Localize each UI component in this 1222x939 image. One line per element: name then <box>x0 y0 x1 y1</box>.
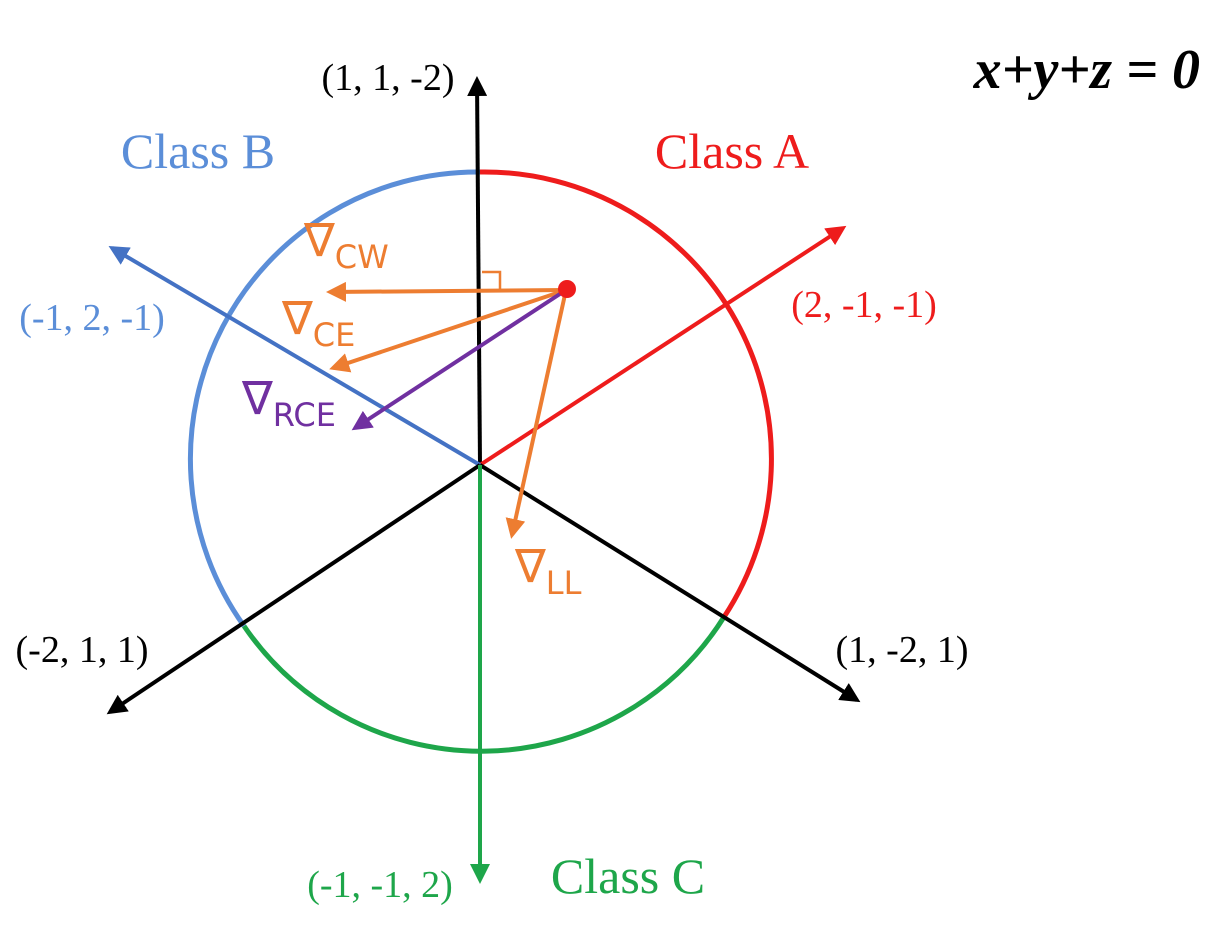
gradient-ce-subscript: CE <box>313 316 356 354</box>
gradient-ll-label: ∇LL <box>514 539 582 602</box>
axis-lower-right <box>478 463 861 703</box>
gradient-rce-label: ∇RCE <box>241 371 336 434</box>
class-a-label: Class A <box>655 123 809 179</box>
plane-equation: x+y+z = 0 <box>973 39 1200 101</box>
axis-upper-left <box>108 245 482 467</box>
class-b-label: Class B <box>121 123 275 179</box>
nabla-ce-symbol: ∇ <box>281 291 313 345</box>
axis-down-label: (-1, -1, 2) <box>307 864 453 906</box>
axis-up-label: (1, 1, -2) <box>322 57 455 99</box>
gradient-cw-arrow <box>326 281 567 302</box>
nabla-cw-symbol: ∇ <box>303 213 335 267</box>
class-b-arc <box>187 169 481 628</box>
gradient-ce-arrow <box>329 288 567 373</box>
class-c-arc <box>241 615 727 754</box>
class-a-arc <box>479 169 774 619</box>
axis-up <box>467 76 488 466</box>
gradient-ce-label: ∇CE <box>281 291 355 354</box>
nabla-ll-symbol: ∇ <box>514 539 546 593</box>
right-angle-marker <box>482 270 502 290</box>
axis-upper-right-label: (2, -1, -1) <box>791 284 937 326</box>
prediction-point <box>558 280 576 298</box>
axis-lower-left <box>106 463 482 715</box>
axis-upper-left-label: (-1, 2, -1) <box>19 297 165 339</box>
gradient-cw-label: ∇CW <box>303 213 389 276</box>
gradient-ll-arrow <box>505 289 568 539</box>
axis-lower-right-label: (1, -2, 1) <box>836 629 969 671</box>
gradient-rce-arrow <box>351 288 568 431</box>
axis-upper-right <box>478 225 847 467</box>
class-c-label: Class C <box>551 848 705 904</box>
gradient-ll-subscript: LL <box>546 564 582 602</box>
axis-lower-left-label: (-2, 1, 1) <box>16 629 149 671</box>
gradient-cw-subscript: CW <box>335 238 389 276</box>
nabla-rce-symbol: ∇ <box>241 371 273 425</box>
gradient-rce-subscript: RCE <box>273 396 336 434</box>
